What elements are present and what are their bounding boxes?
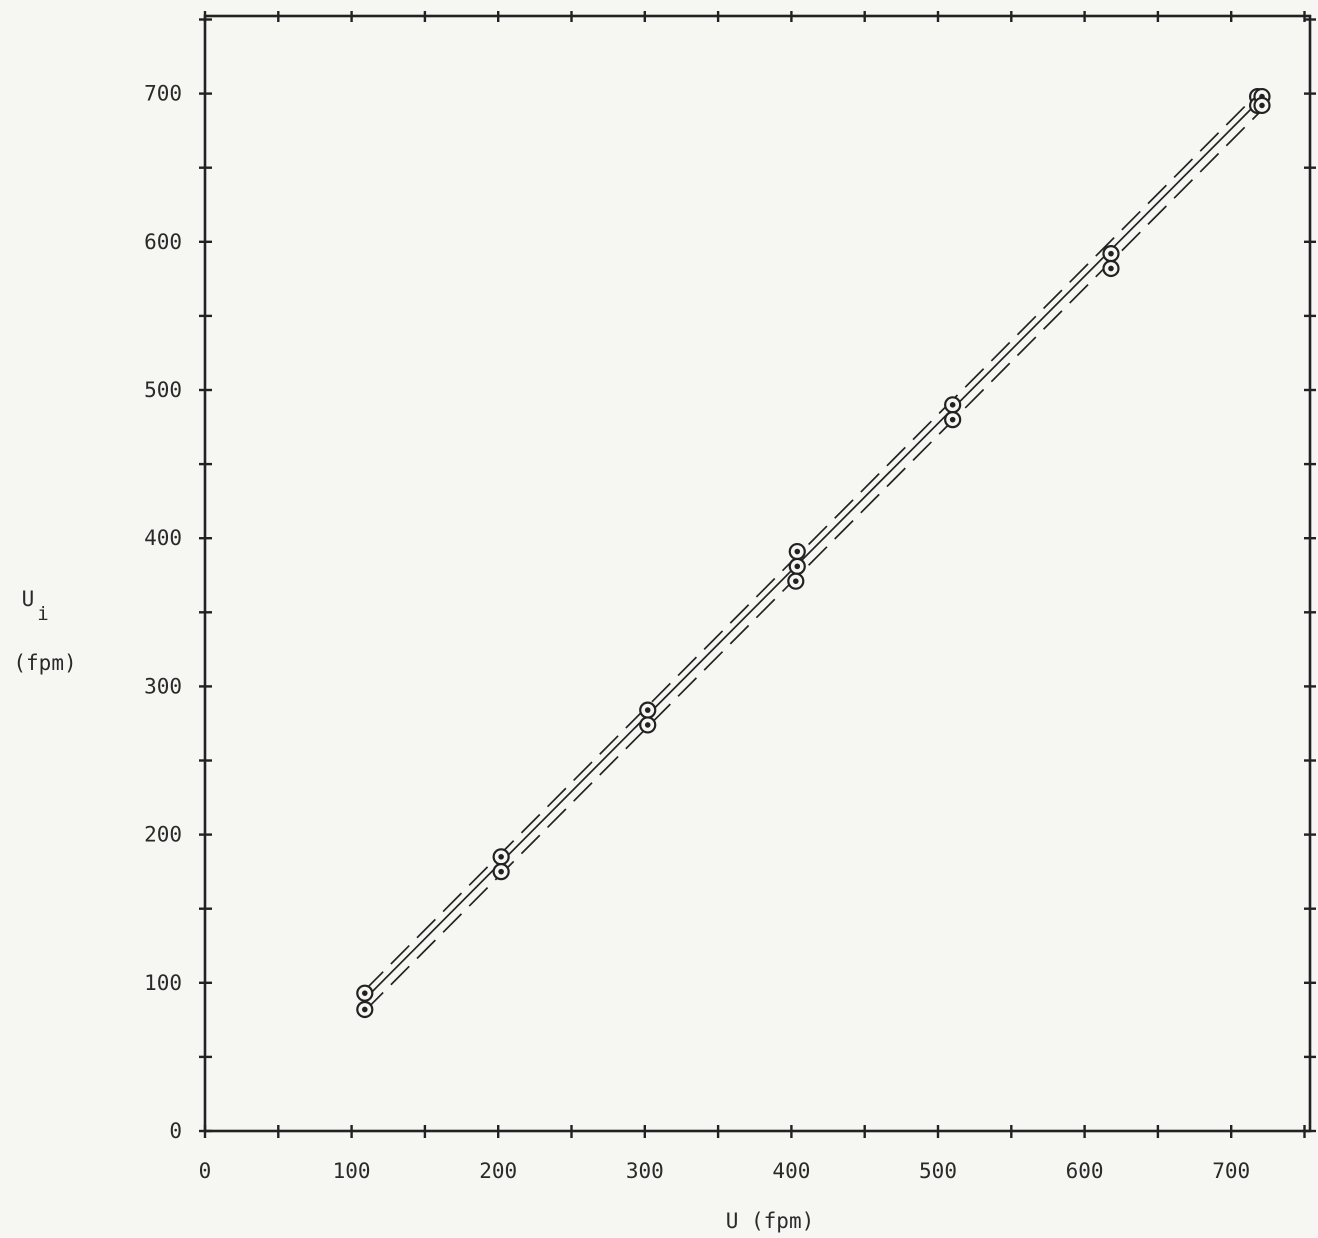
y-tick-label: 600 [144, 230, 182, 254]
x-tick-label: 700 [1212, 1159, 1250, 1183]
point-dot [794, 563, 801, 570]
data-point [944, 411, 962, 429]
plot-border [203, 14, 1312, 1133]
x-tick-label: 100 [333, 1159, 371, 1183]
point-dot [949, 402, 956, 408]
x-tick-label: 600 [1066, 1159, 1104, 1183]
y-tick-label: 500 [144, 378, 182, 402]
point-dot [1108, 265, 1114, 272]
data-point [1253, 96, 1271, 115]
data-point [787, 572, 805, 590]
data-point [356, 984, 374, 1002]
y-tick-label: 100 [144, 971, 182, 995]
y-axis-title: U [22, 587, 35, 611]
y-tick-label: 0 [169, 1119, 182, 1143]
point-dot [361, 1006, 368, 1013]
x-tick-labels: 0 100 200 300 400 500 600 700 [199, 1159, 1250, 1183]
y-tick-label: 200 [144, 823, 182, 847]
x-tick-label: 500 [919, 1159, 957, 1183]
data-point [1102, 259, 1120, 278]
y-tick-labels: 0 100 200 300 400 500 600 700 [144, 82, 182, 1143]
data-point [1102, 245, 1120, 263]
axis-ticks [199, 11, 1316, 1138]
data-point [944, 396, 962, 414]
data-point [492, 848, 510, 866]
point-dot [792, 578, 799, 584]
point-dot [644, 707, 651, 713]
point-dot [1108, 250, 1114, 257]
x-tick-label: 400 [772, 1159, 810, 1183]
point-dot [1259, 102, 1265, 109]
point-dot [794, 548, 801, 555]
point-dot [949, 416, 956, 423]
y-tick-label: 400 [144, 526, 182, 550]
x-tick-label: 200 [479, 1159, 517, 1183]
data-point [639, 716, 657, 734]
data-point [788, 542, 806, 561]
x-axis-title: U (fpm) [726, 1209, 815, 1233]
point-dot [644, 722, 651, 728]
y-axis-units: (fpm) [13, 651, 76, 675]
x-tick-label: 0 [199, 1159, 212, 1183]
point-dot [498, 868, 504, 875]
point-dot [361, 990, 368, 996]
y-tick-label: 700 [144, 82, 182, 106]
data-point [492, 863, 510, 881]
point-dot [498, 854, 504, 860]
data-point [788, 557, 806, 575]
dashed-band-line [364, 90, 1262, 991]
data-points [356, 87, 1271, 1019]
data-point [639, 701, 657, 719]
data-point [356, 1000, 374, 1019]
x-tick-label: 300 [626, 1159, 664, 1183]
y-axis-subscript: i [37, 603, 48, 625]
plot-frame [203, 14, 1312, 1133]
y-tick-label: 300 [144, 674, 182, 698]
